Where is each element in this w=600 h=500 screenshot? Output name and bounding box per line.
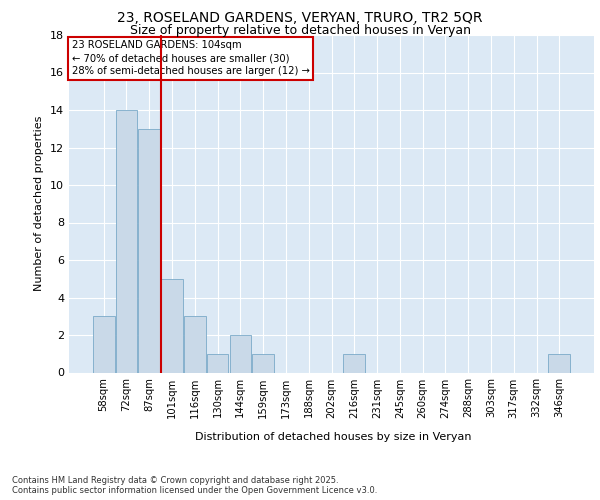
Bar xyxy=(184,316,206,372)
Bar xyxy=(93,316,115,372)
Bar xyxy=(343,354,365,372)
Text: 23 ROSELAND GARDENS: 104sqm
← 70% of detached houses are smaller (30)
28% of sem: 23 ROSELAND GARDENS: 104sqm ← 70% of det… xyxy=(71,40,310,76)
Y-axis label: Number of detached properties: Number of detached properties xyxy=(34,116,44,292)
Bar xyxy=(207,354,229,372)
Text: 23, ROSELAND GARDENS, VERYAN, TRURO, TR2 5QR: 23, ROSELAND GARDENS, VERYAN, TRURO, TR2… xyxy=(117,11,483,25)
Text: Contains HM Land Registry data © Crown copyright and database right 2025.
Contai: Contains HM Land Registry data © Crown c… xyxy=(12,476,377,495)
Text: Size of property relative to detached houses in Veryan: Size of property relative to detached ho… xyxy=(130,24,470,37)
Bar xyxy=(230,335,251,372)
Bar xyxy=(116,110,137,372)
Bar xyxy=(161,279,183,372)
Bar xyxy=(548,354,570,372)
Bar xyxy=(253,354,274,372)
Bar xyxy=(139,128,160,372)
Text: Distribution of detached houses by size in Veryan: Distribution of detached houses by size … xyxy=(195,432,471,442)
